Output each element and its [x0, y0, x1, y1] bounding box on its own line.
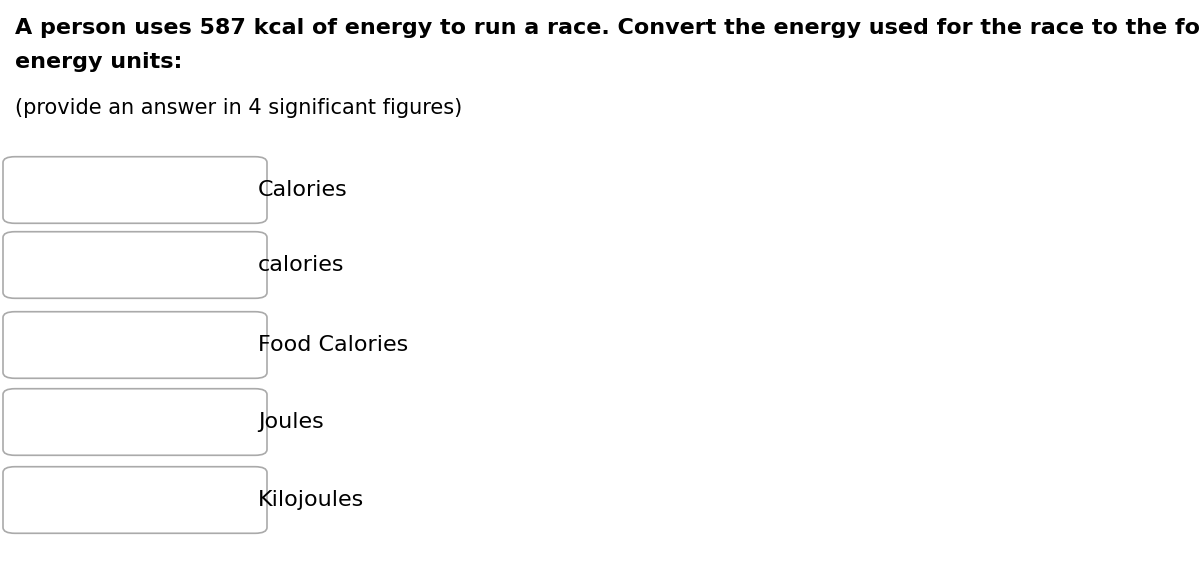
FancyBboxPatch shape: [4, 312, 266, 378]
Text: Food Calories: Food Calories: [258, 335, 408, 355]
Text: energy units:: energy units:: [14, 52, 182, 72]
Text: calories: calories: [258, 255, 344, 275]
Text: Joules: Joules: [258, 412, 324, 432]
Text: (provide an answer in 4 significant figures): (provide an answer in 4 significant figu…: [14, 98, 462, 118]
FancyBboxPatch shape: [4, 467, 266, 533]
Text: A person uses 587 kcal of energy to run a race. Convert the energy used for the : A person uses 587 kcal of energy to run …: [14, 18, 1200, 38]
Text: Kilojoules: Kilojoules: [258, 490, 365, 510]
Text: Calories: Calories: [258, 180, 348, 200]
FancyBboxPatch shape: [4, 389, 266, 455]
FancyBboxPatch shape: [4, 232, 266, 298]
FancyBboxPatch shape: [4, 157, 266, 223]
